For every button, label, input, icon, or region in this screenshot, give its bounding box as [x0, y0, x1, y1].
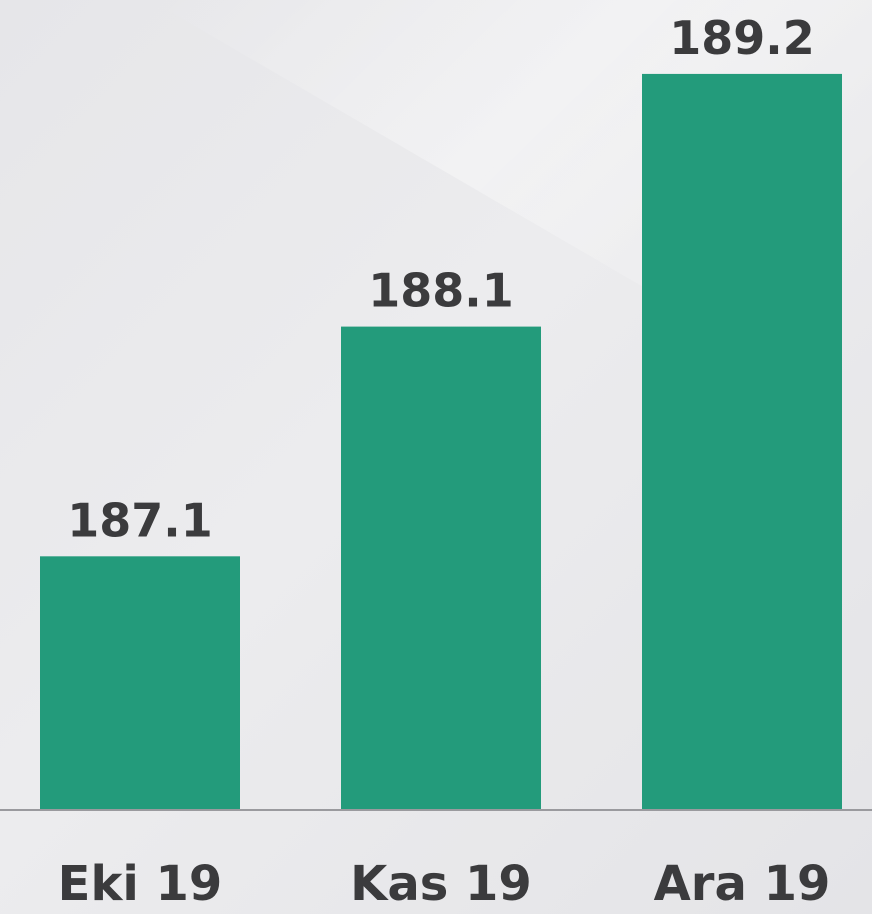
- bar: [642, 73, 842, 809]
- value-label: 187.1: [67, 493, 213, 547]
- x-tick-label: Eki 19: [58, 856, 223, 912]
- x-tick-label: Ara 19: [654, 856, 831, 912]
- value-label: 188.1: [368, 264, 514, 318]
- bar: [341, 326, 541, 809]
- value-label: 189.2: [669, 11, 815, 65]
- bar: [40, 556, 240, 809]
- x-tick-label: Kas 19: [350, 856, 532, 912]
